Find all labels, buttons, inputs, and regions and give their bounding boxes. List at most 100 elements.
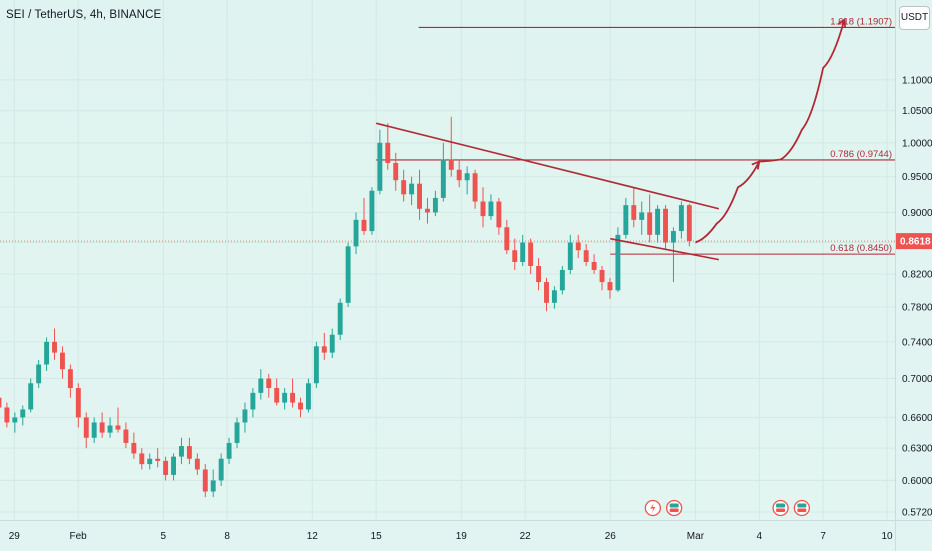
candle-body — [171, 456, 177, 475]
candle-body — [234, 422, 240, 443]
candle-body — [139, 453, 145, 465]
candle-body — [218, 458, 224, 481]
price-tick-label: 0.5720 — [902, 508, 932, 519]
candle-body — [647, 212, 653, 235]
candle-body — [59, 352, 65, 370]
candle-body — [163, 460, 169, 475]
candle-body — [607, 282, 613, 291]
candle-body — [409, 183, 415, 195]
candle-body — [250, 392, 256, 410]
candle-body — [337, 302, 343, 335]
candle-body — [544, 282, 549, 303]
candle-body — [472, 173, 478, 202]
trendline — [610, 237, 719, 261]
time-axis[interactable] — [0, 520, 895, 551]
current-price-tag — [896, 233, 932, 250]
candle-body — [480, 201, 486, 217]
time-tick-label: 29 — [9, 531, 21, 542]
flag-glyph-top — [776, 503, 786, 508]
candle-body — [131, 442, 137, 454]
candle-body — [282, 392, 288, 403]
time-tick-label: 4 — [757, 531, 763, 542]
candle-body — [12, 417, 18, 423]
fib-level-label: 1.618 (1.1907) — [830, 16, 892, 27]
flag-glyph-top — [797, 503, 807, 508]
candle-body — [147, 458, 153, 465]
candle-body — [496, 201, 502, 228]
trendline — [375, 122, 720, 210]
candle-body — [353, 219, 359, 247]
candle-body — [385, 142, 391, 163]
chart-plot-area[interactable] — [0, 0, 895, 520]
candle-body — [401, 180, 407, 195]
candle-body — [488, 201, 494, 217]
candle-body — [448, 159, 454, 170]
candle-body — [242, 409, 248, 423]
current-price-label: 0.8618 — [900, 237, 931, 248]
candle-body — [194, 458, 200, 470]
candle-body — [115, 425, 121, 430]
candle-body — [107, 425, 113, 433]
candle-body — [36, 364, 42, 384]
arrow-head — [837, 17, 847, 28]
candle-body — [425, 208, 430, 213]
price-tick-label: 0.7800 — [902, 303, 932, 314]
candle-body — [305, 383, 311, 410]
candle-body — [298, 402, 303, 410]
axis-corner — [895, 520, 932, 551]
currency-button[interactable]: USDT — [899, 6, 930, 30]
candle-body — [678, 205, 684, 232]
time-tick-label: 10 — [881, 531, 893, 542]
dividends-flag-icon — [793, 499, 811, 517]
flag-glyph-bottom — [776, 508, 786, 512]
candle-body — [155, 458, 161, 461]
candle-body — [369, 190, 375, 232]
candle-body — [226, 442, 232, 459]
candle-body — [123, 429, 129, 443]
arrow-head — [751, 160, 761, 170]
candle-body — [432, 197, 438, 213]
time-tick-label: Mar — [687, 531, 705, 542]
candle-body — [75, 388, 81, 418]
candle-body — [313, 346, 319, 384]
candle-body — [393, 162, 399, 181]
candle-body — [528, 242, 534, 266]
candle-body — [345, 246, 351, 303]
price-axis[interactable] — [895, 0, 932, 520]
fib-level-label: 0.786 (0.9744) — [830, 149, 892, 160]
price-tick-label: 1.0000 — [902, 138, 932, 149]
candle-body — [44, 341, 50, 365]
candle-body — [686, 205, 692, 241]
candle-body — [599, 269, 605, 283]
candle-body — [329, 334, 335, 353]
flag-glyph-top — [669, 503, 679, 508]
candle-body — [456, 169, 462, 181]
price-tick-label: 0.6000 — [902, 476, 932, 487]
candle-body — [258, 378, 264, 393]
candle-body — [83, 417, 89, 438]
candle-body — [567, 242, 573, 270]
candle-body — [655, 208, 661, 235]
candle-body — [0, 397, 2, 408]
candle-body — [290, 392, 296, 403]
chart-title: SEI / TetherUS, 4h, BINANCE — [6, 9, 162, 21]
price-tick-label: 0.7000 — [902, 374, 932, 385]
candle-body — [20, 409, 26, 418]
price-tick-label: 0.8200 — [902, 269, 932, 280]
time-tick-label: 15 — [371, 531, 383, 542]
time-tick-label: 26 — [605, 531, 617, 542]
candle-body — [179, 446, 184, 457]
price-tick-label: 0.7400 — [902, 337, 932, 348]
dividends-flag-icon — [772, 499, 789, 517]
candle-body — [377, 142, 383, 191]
time-tick-label: 19 — [456, 531, 468, 542]
candle-body — [583, 250, 589, 262]
candle-body — [321, 346, 327, 353]
candle-body — [559, 269, 565, 291]
price-tick-label: 0.9000 — [902, 208, 932, 219]
candle-body — [631, 205, 637, 220]
price-tick-label: 1.0500 — [902, 106, 932, 117]
candle-body — [52, 341, 57, 353]
candle-body — [440, 159, 446, 198]
